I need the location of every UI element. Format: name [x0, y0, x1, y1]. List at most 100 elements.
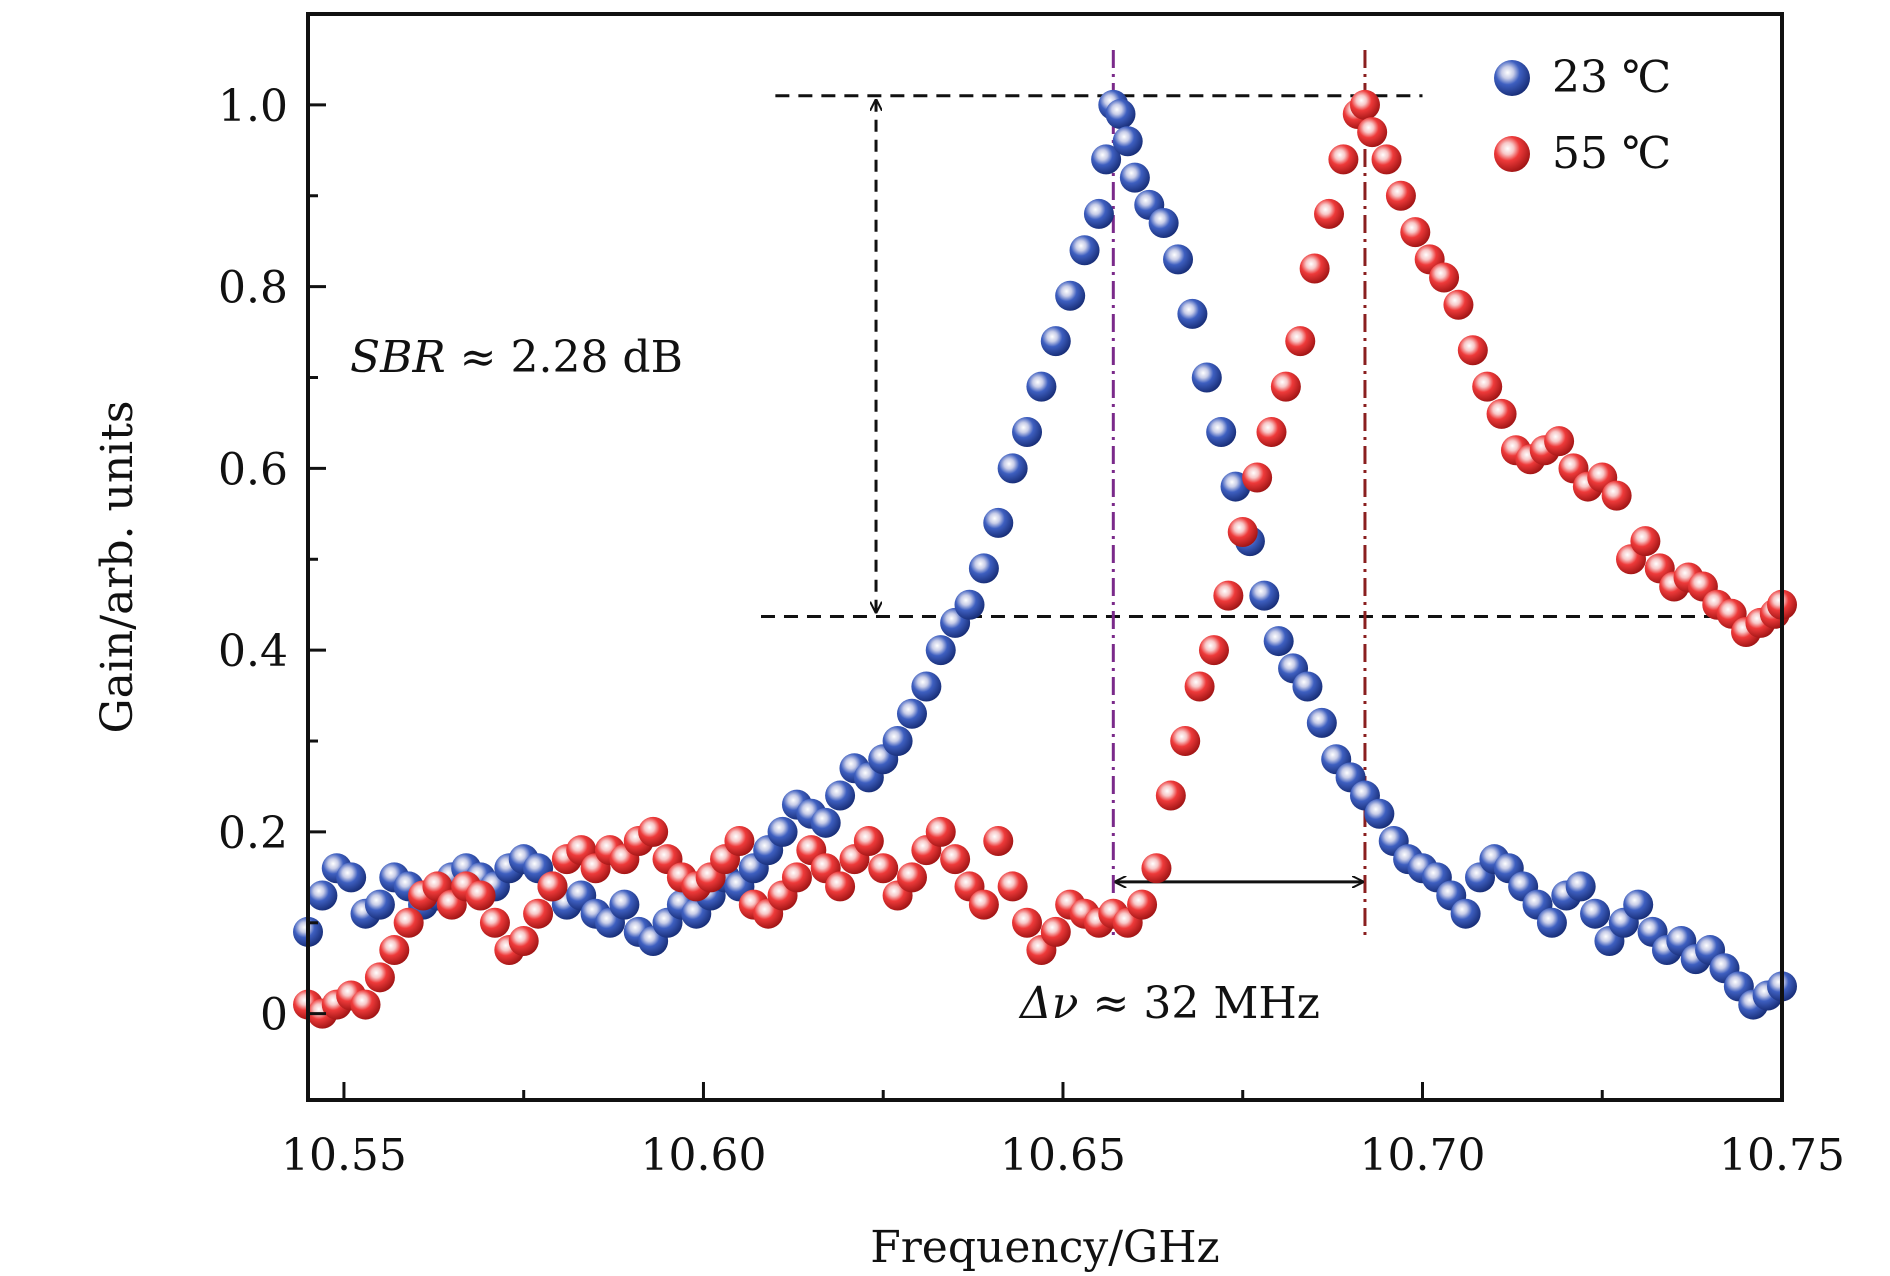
data-point [925, 816, 956, 847]
data-point [1026, 371, 1057, 402]
data-point [1155, 780, 1186, 811]
data-point [1163, 244, 1194, 275]
legend-label-23c: 23 ℃ [1552, 52, 1671, 103]
delta-nu-annotation: Δν ≈ 32 MHz [1018, 978, 1320, 1029]
x-axis-label: Frequency/GHz [870, 1222, 1220, 1273]
data-point [1536, 907, 1567, 938]
data-point [1206, 417, 1237, 448]
data-point [1285, 326, 1316, 357]
data-point [968, 889, 999, 920]
data-point [465, 880, 496, 911]
data-point [1141, 853, 1172, 884]
data-point [1012, 907, 1043, 938]
series-55c [293, 89, 1797, 1029]
data-point [379, 935, 410, 966]
data-point [767, 816, 798, 847]
data-point [307, 880, 338, 911]
data-point [1040, 916, 1071, 947]
sbr-symbol: SBR [350, 332, 446, 383]
y-axis-label: Gain/arb. units [92, 400, 143, 733]
data-point [1177, 298, 1208, 329]
data-point [825, 780, 856, 811]
data-point [537, 871, 568, 902]
data-point [1357, 117, 1388, 148]
data-point [940, 844, 971, 875]
y-tick-label: 1.0 [218, 81, 288, 132]
data-point [1371, 144, 1402, 175]
data-point [1191, 362, 1222, 393]
data-point [364, 889, 395, 920]
data-point [1119, 162, 1150, 193]
data-point [882, 726, 913, 757]
x-tick-label: 10.65 [1000, 1130, 1126, 1181]
data-point [1012, 417, 1043, 448]
data-point [1069, 235, 1100, 266]
data-point [825, 871, 856, 902]
data-point [968, 553, 999, 584]
data-point [1242, 462, 1273, 493]
data-point [983, 507, 1014, 538]
data-point [1299, 253, 1330, 284]
data-point [1457, 335, 1488, 366]
data-point [1263, 626, 1294, 657]
series-23c [293, 89, 1797, 1020]
data-point [983, 825, 1014, 856]
data-point [896, 698, 927, 729]
delta-nu-symbol: Δν [1018, 978, 1079, 1029]
data-point [1364, 798, 1395, 829]
data-point [479, 907, 510, 938]
data-point [1127, 889, 1158, 920]
data-point [1227, 517, 1258, 548]
data-point [1450, 898, 1481, 929]
data-point [1184, 671, 1215, 702]
data-point [350, 989, 381, 1020]
data-point [1472, 371, 1503, 402]
data-point [1170, 726, 1201, 757]
data-point [1544, 426, 1575, 457]
data-point [1213, 580, 1244, 611]
data-point [724, 825, 755, 856]
data-point [1083, 198, 1114, 229]
data-point [1601, 480, 1632, 511]
data-point [1385, 180, 1416, 211]
data-point [523, 898, 554, 929]
data-point [1623, 889, 1654, 920]
data-point [911, 671, 942, 702]
data-point [1198, 635, 1229, 666]
y-tick-label: 0.8 [218, 263, 288, 314]
plot-frame [306, 12, 1784, 1102]
data-point [1486, 398, 1517, 429]
data-point [1328, 144, 1359, 175]
data-point [1580, 898, 1611, 929]
x-tick-label: 10.55 [281, 1130, 407, 1181]
x-tick-label: 10.60 [640, 1130, 766, 1181]
data-point [954, 589, 985, 620]
legend-label-55c: 55 ℃ [1552, 128, 1671, 179]
data-point [868, 853, 899, 884]
legend-marker-55c [1494, 136, 1530, 172]
data-point [1105, 98, 1136, 129]
data-point [1270, 371, 1301, 402]
sbr-value: ≈ 2.28 dB [460, 332, 683, 383]
data-point [1400, 217, 1431, 248]
data-point [997, 871, 1028, 902]
data-point [638, 816, 669, 847]
data-point [393, 907, 424, 938]
x-tick-label: 10.70 [1360, 1130, 1486, 1181]
data-point [925, 635, 956, 666]
data-point [853, 825, 884, 856]
data-point [1249, 580, 1280, 611]
data-point [1565, 871, 1596, 902]
axis-ticks: 10.55 10.60 10.65 10.70 10.75 0 0.2 0.4 0.6 0.8 1.… [218, 81, 1845, 1181]
y-tick-label: 0.2 [218, 808, 288, 859]
data-point [1091, 144, 1122, 175]
data-point [781, 862, 812, 893]
data-point [364, 962, 395, 993]
sbr-annotation: SBR ≈ 2.28 dB [350, 332, 683, 383]
data-point [1429, 262, 1460, 293]
data-point [1306, 707, 1337, 738]
data-point [1055, 280, 1086, 311]
y-tick-label: 0.4 [218, 626, 288, 677]
data-point [609, 889, 640, 920]
